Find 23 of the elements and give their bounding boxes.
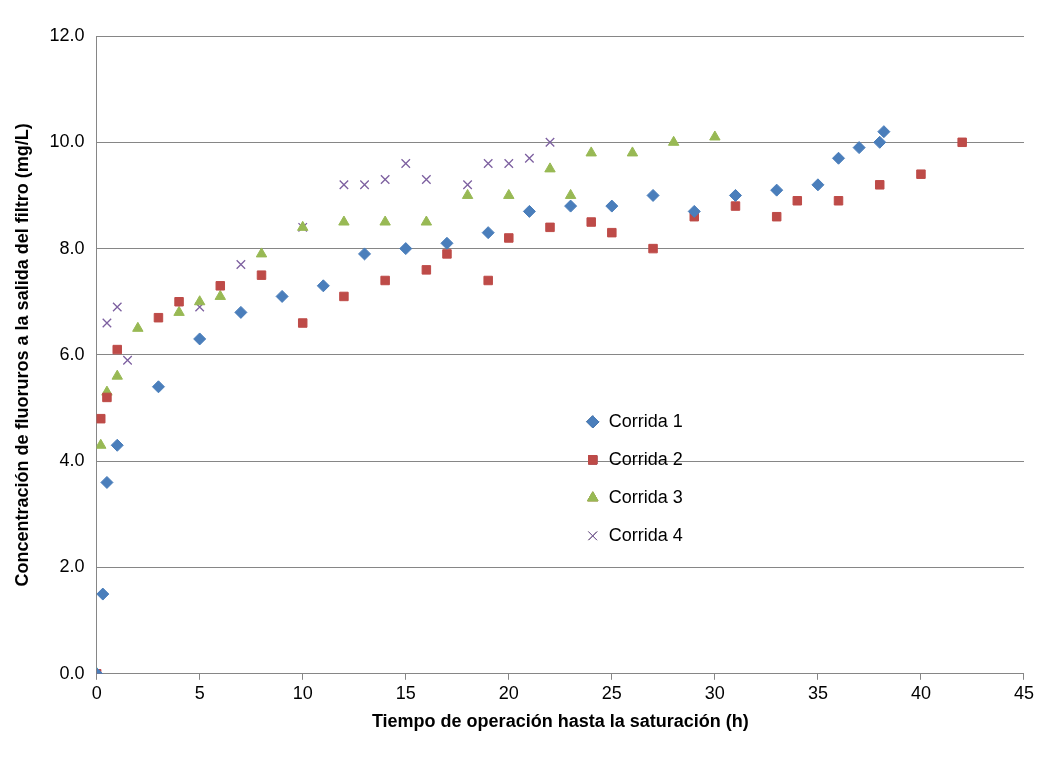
y-tick-label: 2.0 — [59, 556, 85, 577]
y-tick-label: 0.0 — [59, 662, 85, 683]
y-axis-title: Concentración de fluoruros a la salida del filtro (mg/L) — [11, 123, 32, 587]
x-tick-label: 25 — [601, 682, 622, 703]
x-tick-label: 10 — [292, 682, 313, 703]
x-tick-label: 45 — [1013, 682, 1034, 703]
legend-label: Corrida 1 — [608, 410, 683, 431]
y-tick-label: 6.0 — [59, 343, 85, 364]
x-tick-label: 5 — [194, 682, 205, 703]
legend-label: Corrida 3 — [608, 486, 683, 507]
x-tick-label: 0 — [91, 682, 102, 703]
x-tick-label: 20 — [498, 682, 519, 703]
x-tick-label: 30 — [704, 682, 725, 703]
x-tick-label: 15 — [395, 682, 416, 703]
x-tick-label: 40 — [910, 682, 931, 703]
y-tick-label: 4.0 — [59, 450, 85, 471]
legend-label: Corrida 4 — [608, 524, 683, 545]
x-tick-label: 35 — [807, 682, 828, 703]
y-tick-label: 12.0 — [49, 24, 85, 45]
x-axis-title: Tiempo de operación hasta la saturación (h) — [371, 711, 749, 732]
y-tick-label: 10.0 — [49, 131, 85, 152]
legend-label: Corrida 2 — [608, 448, 683, 469]
y-tick-label: 8.0 — [59, 237, 85, 258]
